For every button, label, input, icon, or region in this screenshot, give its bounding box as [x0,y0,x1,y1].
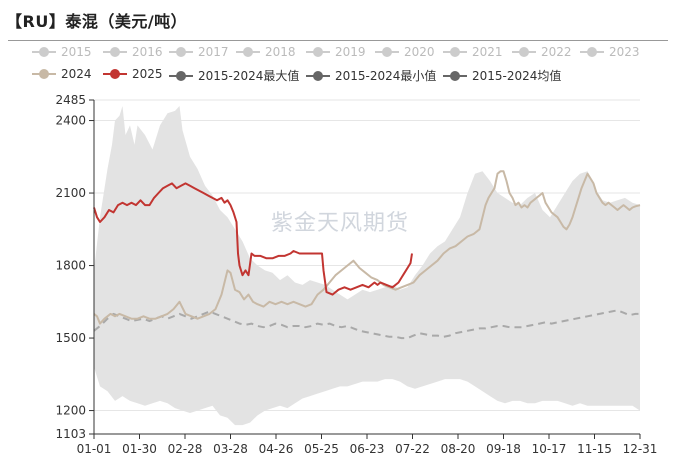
max-min-area [94,106,640,426]
x-axis-ticks: 01-01 01-30 02-28 03-28 04-26 05-25 06-23 07-22… [77,434,658,456]
legend-item-2024[interactable]: 2024 [32,67,92,81]
x-tick-label: 05-25 [304,442,339,456]
legend-item-2016[interactable]: 2016 [103,45,163,59]
legend-item-2023[interactable]: 2023 [580,45,640,59]
legend-item-2018[interactable]: 2018 [236,45,296,59]
x-tick-label: 02-28 [168,442,203,456]
title-divider [8,40,668,41]
series-2024-line [93,170,641,325]
x-tick-label: 07-22 [395,442,430,456]
legend-item-max[interactable]: 2015-2024最大值 [169,67,299,84]
x-tick-label: 12-31 [623,442,658,456]
watermark: 紫金天风期货 [271,211,409,236]
x-tick-label: 08-20 [441,442,476,456]
series-2025-line [93,182,413,296]
y-axis-ticks: 1103 1200 1500 1800 2100 2400 2485 [55,93,94,441]
x-tick-label: 10-17 [532,442,567,456]
x-tick-label: 09-18 [486,442,521,456]
legend-item-min[interactable]: 2015-2024最小值 [306,67,436,84]
x-tick-label: 11-15 [577,442,612,456]
legend-item-2020[interactable]: 2020 [375,45,435,59]
y-tick-label: 2400 [55,114,86,128]
chart-title: 【RU】泰混（美元/吨） [6,12,188,31]
y-tick-label: 2485 [55,93,86,107]
x-tick-label: 01-30 [122,442,157,456]
legend-item-2015[interactable]: 2015 [32,45,92,59]
legend-item-2019[interactable]: 2019 [306,45,366,59]
y-tick-label: 1103 [55,427,86,441]
legend-item-2017[interactable]: 2017 [169,45,229,59]
legend-item-2021[interactable]: 2021 [443,45,503,59]
mean-line [93,309,640,340]
x-tick-label: 04-26 [259,442,294,456]
y-tick-label: 1500 [55,331,86,345]
y-tick-label: 2100 [55,186,86,200]
legend-item-2022[interactable]: 2022 [512,45,572,59]
x-tick-label: 06-23 [350,442,385,456]
x-tick-label: 01-01 [77,442,112,456]
legend-item-mean[interactable]: 2015-2024均值 [443,67,561,84]
max-min-band [94,106,640,426]
x-tick-label: 03-28 [213,442,248,456]
legend-item-2025[interactable]: 2025 [103,67,163,81]
series-lines [93,170,641,340]
y-tick-label: 1800 [55,259,86,273]
y-tick-label: 1200 [55,404,86,418]
